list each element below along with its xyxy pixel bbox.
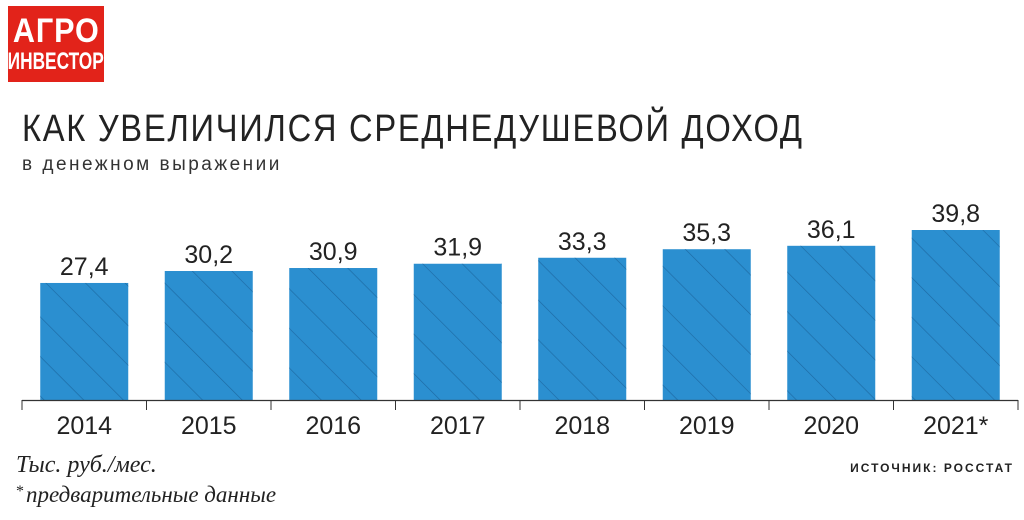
bar-hatch-2015: [164, 271, 253, 400]
value-label: 33,3: [558, 228, 607, 256]
value-label: 27,4: [60, 253, 109, 281]
bar-hatch-2016: [289, 268, 378, 400]
x-tick-label: 2016: [305, 412, 361, 440]
bar-hatch-2020: [787, 245, 876, 400]
bar-hatch-2019: [662, 249, 751, 400]
bar-hatch-2018: [538, 257, 627, 400]
logo-line-2: ИНВЕСТОР: [7, 48, 105, 75]
unit-label: Тыс. руб./мес.: [16, 452, 157, 478]
bar-hatch-2017: [413, 263, 502, 400]
footnote: *предварительные данные: [16, 482, 276, 508]
bar-hatch-2021: [911, 230, 1000, 400]
agroinvestor-logo: АГРО ИНВЕСТОР: [8, 6, 104, 82]
x-tick-label: 2021*: [923, 412, 989, 440]
footnote-star: *: [16, 483, 24, 500]
x-tick-label: 2018: [554, 412, 610, 440]
bars-group: 27,4 30,2 30,9 31,9 33,3 35,3 36,1 39,8: [40, 200, 1000, 400]
x-tick-label: 2017: [430, 412, 486, 440]
bar-hatch-2014: [40, 282, 129, 400]
footnote-text: предварительные данные: [26, 482, 277, 507]
value-label: 35,3: [682, 219, 731, 247]
value-label: 30,9: [309, 238, 358, 266]
logo-line-1: АГРО: [12, 12, 100, 50]
x-axis: 2014 2015 2016 2017 2018 2019 2020 2021*: [21, 399, 1019, 440]
x-tick-label: 2014: [56, 412, 112, 440]
value-label: 31,9: [433, 234, 482, 262]
x-tick-label: 2015: [181, 412, 237, 440]
value-label: 36,1: [807, 216, 856, 244]
x-tick-label: 2019: [679, 412, 735, 440]
value-label: 30,2: [184, 241, 233, 269]
x-tick-label: 2020: [803, 412, 859, 440]
source-label: ИСТОЧНИК: РОССТАТ: [850, 461, 1014, 475]
value-label: 39,8: [931, 200, 980, 228]
chart-title: КАК УВЕЛИЧИЛСЯ СРЕДНЕДУШЕВОЙ ДОХОД: [22, 108, 804, 150]
chart-subtitle: в денежном выражении: [22, 154, 282, 175]
